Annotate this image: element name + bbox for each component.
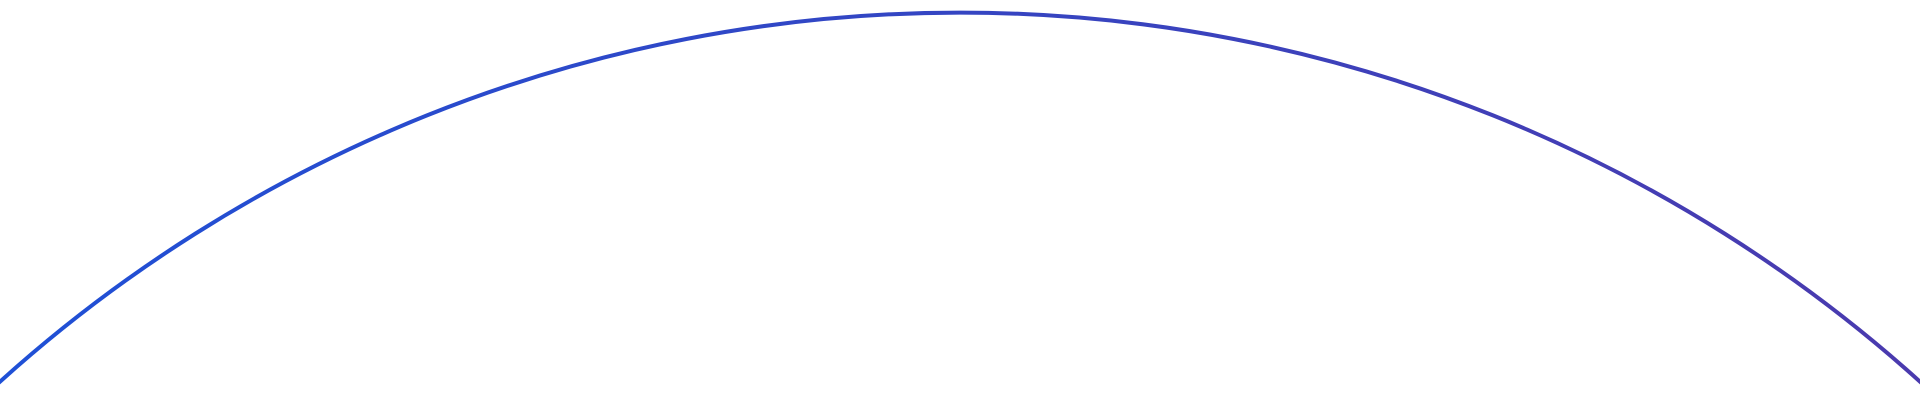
- decorative-arc: [0, 10, 1920, 385]
